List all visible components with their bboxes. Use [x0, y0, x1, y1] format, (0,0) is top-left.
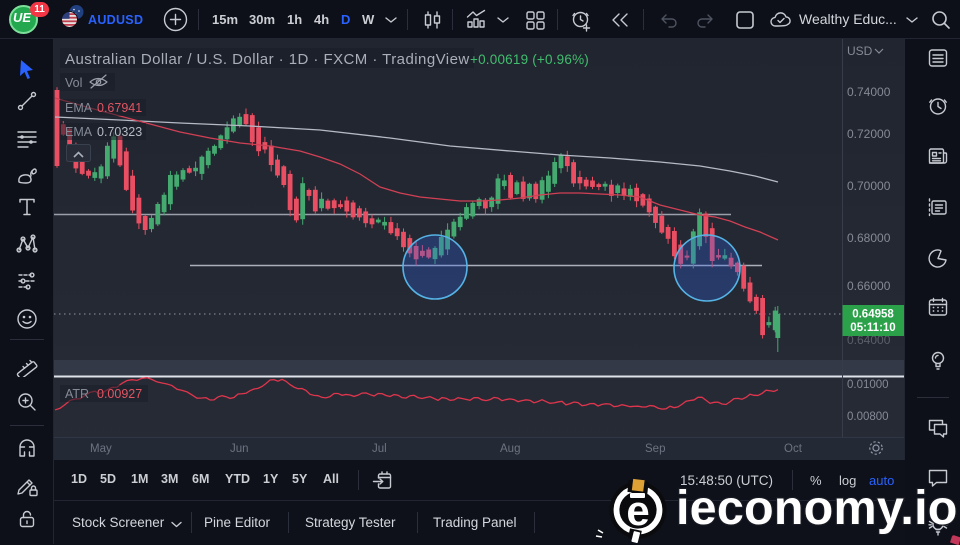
svg-text:05:11:10: 05:11:10 [850, 322, 895, 334]
svg-text:0.68000: 0.68000 [847, 231, 891, 245]
svg-text:0.00927: 0.00927 [97, 387, 142, 401]
svg-text:Jul: Jul [372, 443, 387, 455]
svg-text:0.74000: 0.74000 [847, 85, 891, 99]
svg-text:Vol: Vol [65, 76, 82, 90]
svg-text:0.67941: 0.67941 [97, 101, 142, 115]
svg-text:0.64000: 0.64000 [847, 333, 891, 347]
svg-text:Aug: Aug [500, 443, 520, 455]
svg-text:0.72000: 0.72000 [847, 127, 891, 141]
svg-text:0.70000: 0.70000 [847, 179, 891, 193]
svg-text:Australian Dollar / U.S. Dolla: Australian Dollar / U.S. Dollar · 1D · F… [65, 51, 470, 68]
svg-text:Jun: Jun [230, 443, 249, 455]
svg-text:Sep: Sep [645, 443, 665, 455]
svg-text:0.01000: 0.01000 [847, 379, 889, 391]
svg-text:ieconomy.io: ieconomy.io [676, 481, 958, 535]
svg-text:0.70323: 0.70323 [97, 125, 142, 139]
svg-text:May: May [90, 443, 112, 455]
svg-text:EMA: EMA [65, 125, 93, 139]
svg-text:EMA: EMA [65, 101, 93, 115]
svg-text:+0.00619 (+0.96%): +0.00619 (+0.96%) [470, 52, 589, 67]
svg-text:e: e [626, 487, 649, 534]
svg-text:ATR: ATR [65, 387, 89, 401]
svg-text:0.00800: 0.00800 [847, 411, 889, 423]
svg-text:0.64958: 0.64958 [852, 309, 894, 321]
svg-text:0.66000: 0.66000 [847, 279, 891, 293]
svg-text:USD: USD [847, 44, 873, 58]
svg-text:Oct: Oct [784, 443, 803, 455]
